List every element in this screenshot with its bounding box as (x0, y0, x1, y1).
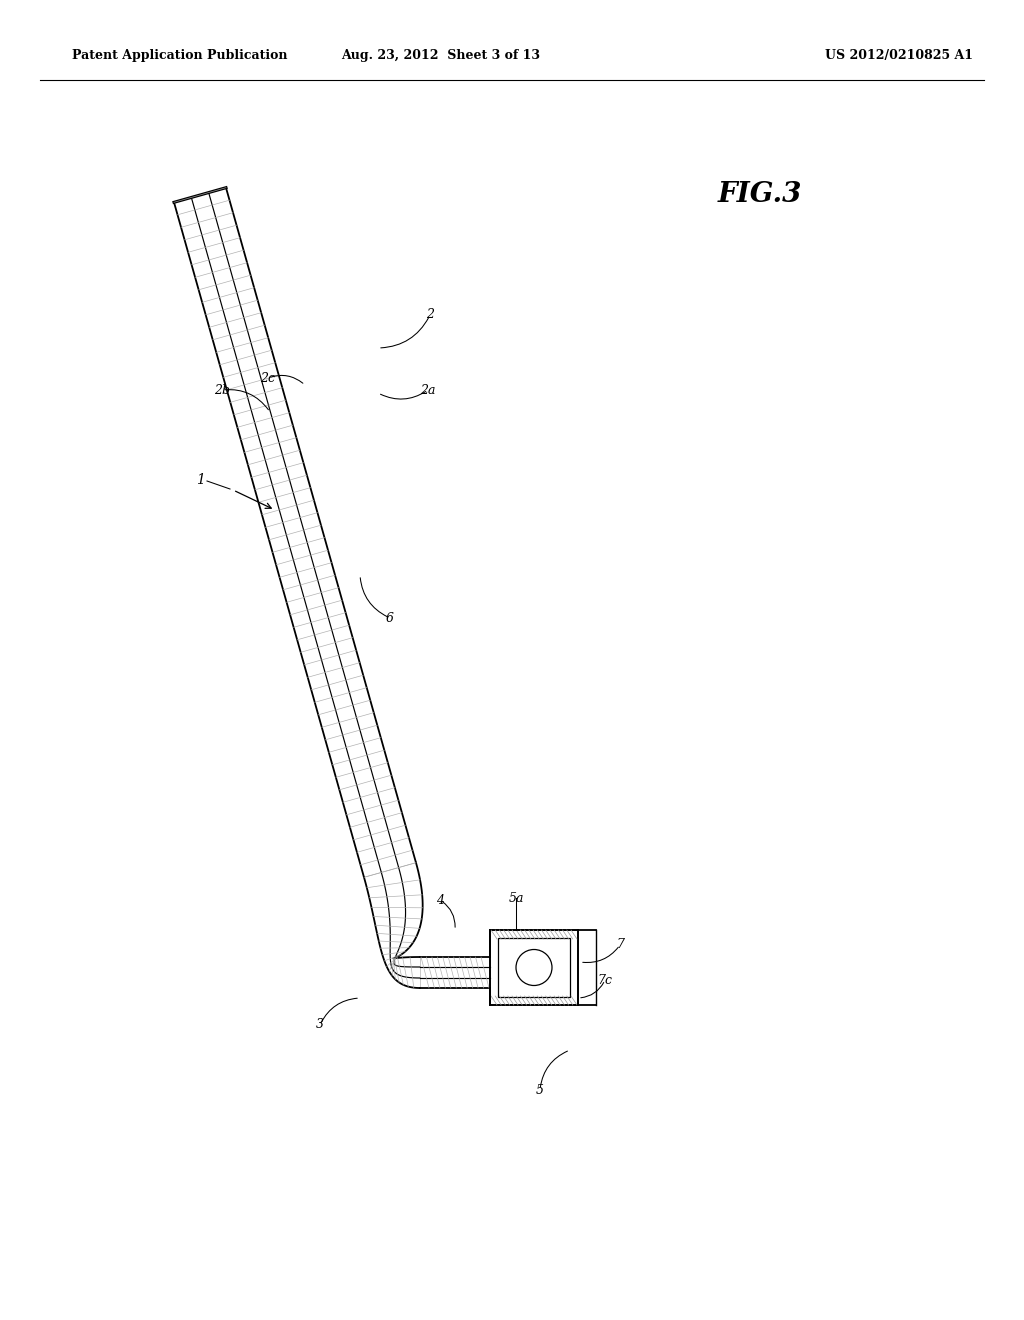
Text: 6: 6 (386, 611, 394, 624)
Text: 2c: 2c (260, 371, 275, 384)
Bar (490, 931, 578, 1005)
Text: 7c: 7c (597, 974, 612, 986)
Text: 5: 5 (536, 1084, 544, 1097)
Text: 3: 3 (316, 1019, 324, 1031)
Text: 2: 2 (426, 309, 434, 322)
Text: US 2012/0210825 A1: US 2012/0210825 A1 (824, 49, 973, 62)
Text: FIG.3: FIG.3 (718, 181, 802, 209)
Text: 2a: 2a (420, 384, 436, 396)
Text: Aug. 23, 2012  Sheet 3 of 13: Aug. 23, 2012 Sheet 3 of 13 (341, 49, 540, 62)
Text: 4: 4 (436, 894, 444, 907)
Text: Patent Application Publication: Patent Application Publication (72, 49, 288, 62)
Bar (498, 939, 570, 997)
Text: 2b: 2b (214, 384, 230, 396)
Text: 5a: 5a (508, 891, 523, 904)
Text: 1: 1 (196, 473, 205, 487)
Text: 7: 7 (616, 939, 624, 952)
